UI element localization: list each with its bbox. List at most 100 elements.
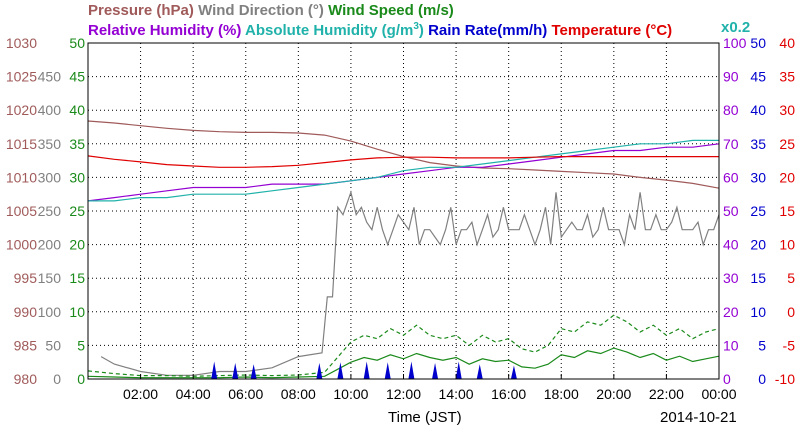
- rain-rate-spike: [432, 362, 439, 379]
- pressure-tick-label: 995: [14, 270, 38, 286]
- pressure-tick-label: 1030: [6, 35, 37, 51]
- temperature-tick-label: 20: [779, 169, 795, 185]
- series-absolute-humidity-g-m3: [88, 139, 719, 202]
- rain-rate-spike: [384, 362, 391, 379]
- date-label: 2014-10-21: [660, 409, 737, 426]
- grid-lines: [88, 43, 719, 379]
- series-relative-humidity: [87, 143, 720, 202]
- wind-direction-tick-label: 200: [38, 237, 62, 253]
- rain-rate-tick-label: 15: [750, 270, 766, 286]
- relative-humidity-tick-label: 100: [723, 35, 747, 51]
- wind-direction-tick-label: 450: [38, 69, 62, 85]
- pressure-tick-label: 1010: [6, 169, 37, 185]
- rain-rate-title: Rain Rate(mm/h): [428, 22, 547, 39]
- pressure-tick-label: 1015: [6, 136, 37, 152]
- x-tick-label: 02:00: [123, 386, 158, 402]
- wind-speed-tick-label: 0: [77, 371, 85, 387]
- rain-rate-spike: [337, 362, 344, 379]
- rain-rate-spike: [316, 362, 323, 379]
- temperature-tick-label: -10: [775, 371, 795, 387]
- wind-direction-tick-label: 350: [38, 136, 62, 152]
- series-temperature-c: [87, 155, 719, 168]
- rain-rate-tick-label: 45: [750, 69, 766, 85]
- absolute-humidity-close: ): [419, 22, 424, 39]
- rain-rate-spike: [476, 364, 483, 379]
- wind-speed-tick-label: 50: [69, 35, 85, 51]
- wind-direction-tick-label: 0: [53, 371, 61, 387]
- temperature-tick-label: 0: [787, 304, 795, 320]
- temperature-tick-label: 5: [787, 270, 795, 286]
- relative-humidity-tick-label: 10: [723, 337, 739, 353]
- wind-direction-tick-label: 250: [38, 203, 62, 219]
- pressure-tick-label: 985: [14, 337, 38, 353]
- temperature-tick-label: 40: [779, 35, 795, 51]
- x-tick-label: 20:00: [596, 386, 631, 402]
- x-tick-label: 18:00: [544, 386, 579, 402]
- rain-rate-tick-label: 25: [750, 203, 766, 219]
- temperature-tick-label: 15: [779, 203, 795, 219]
- relative-humidity-tick-label: 80: [723, 102, 739, 118]
- scale-note: x0.2: [721, 19, 750, 36]
- temperature-tick-label: 10: [779, 237, 795, 253]
- relative-humidity-tick-label: 20: [723, 304, 739, 320]
- temperature-tick-label: 35: [779, 69, 795, 85]
- rain-rate-spike: [510, 365, 517, 379]
- relative-humidity-tick-label: 0: [723, 371, 731, 387]
- rain-rate-spike: [250, 364, 257, 379]
- wind-direction-tick-label: 150: [38, 270, 62, 286]
- rain-rate-tick-label: 5: [758, 337, 766, 353]
- temperature-tick-label: 30: [779, 102, 795, 118]
- rain-rate-spike: [408, 361, 415, 379]
- rain-rate-spike: [211, 361, 218, 379]
- pressure-tick-label: 1005: [6, 203, 37, 219]
- wind-speed-tick-label: 15: [69, 270, 85, 286]
- pressure-tick-label: 980: [14, 371, 38, 387]
- rain-rate-tick-label: 40: [750, 102, 766, 118]
- rain-rate-tick-label: 20: [750, 237, 766, 253]
- x-tick-label: 00:00: [701, 386, 736, 402]
- chart-title-row2: Relative Humidity (%) Absolute Humidity …: [88, 21, 672, 39]
- wind-speed-title: Wind Speed (m/s): [328, 2, 454, 19]
- axis-layer: 1030102510201015101010051000995990985980…: [6, 35, 795, 402]
- wind-speed-tick-label: 45: [69, 69, 85, 85]
- rain-rate-spike: [455, 361, 462, 379]
- relative-humidity-tick-label: 50: [723, 203, 739, 219]
- rain-rate-tick-label: 10: [750, 304, 766, 320]
- wind-speed-tick-label: 40: [69, 102, 85, 118]
- wind-direction-tick-label: 400: [38, 102, 62, 118]
- relative-humidity-tick-label: 70: [723, 136, 739, 152]
- rain-rate-spike: [363, 361, 370, 379]
- wind-speed-tick-label: 25: [69, 203, 85, 219]
- x-tick-label: 16:00: [491, 386, 526, 402]
- absolute-humidity-title: Absolute Humidity (g/m: [245, 22, 413, 39]
- pressure-tick-label: 990: [14, 304, 38, 320]
- x-axis-label: Time (JST): [388, 409, 462, 426]
- wind-direction-tick-label: 300: [38, 169, 62, 185]
- rain-rate-tick-label: 35: [750, 136, 766, 152]
- x-tick-label: 10:00: [333, 386, 368, 402]
- rain-rate-tick-label: 30: [750, 169, 766, 185]
- pressure-tick-label: 1000: [6, 237, 37, 253]
- series-wind-speed-m-s-max: [87, 314, 720, 377]
- wind-speed-tick-label: 10: [69, 304, 85, 320]
- relative-humidity-tick-label: 40: [723, 237, 739, 253]
- wind-direction-title: Wind Direction (°): [198, 2, 324, 19]
- series-layer: [87, 120, 720, 379]
- rain-rate-spike: [232, 362, 239, 379]
- wind-speed-tick-label: 5: [77, 337, 85, 353]
- wind-speed-tick-label: 35: [69, 136, 85, 152]
- series-rain-rate-mm-h: [211, 361, 517, 379]
- x-tick-label: 08:00: [281, 386, 316, 402]
- temperature-tick-label: -5: [783, 337, 796, 353]
- absolute-humidity-sup: 3: [413, 21, 419, 32]
- pressure-tick-label: 1025: [6, 69, 37, 85]
- wind-direction-tick-label: 100: [38, 304, 62, 320]
- rain-rate-tick-label: 50: [750, 35, 766, 51]
- pressure-title: Pressure (hPa): [88, 2, 194, 19]
- rain-rate-tick-label: 0: [758, 371, 766, 387]
- wind-speed-tick-label: 20: [69, 237, 85, 253]
- wind-speed-tick-label: 30: [69, 169, 85, 185]
- pressure-tick-label: 1020: [6, 102, 37, 118]
- x-tick-label: 12:00: [386, 386, 421, 402]
